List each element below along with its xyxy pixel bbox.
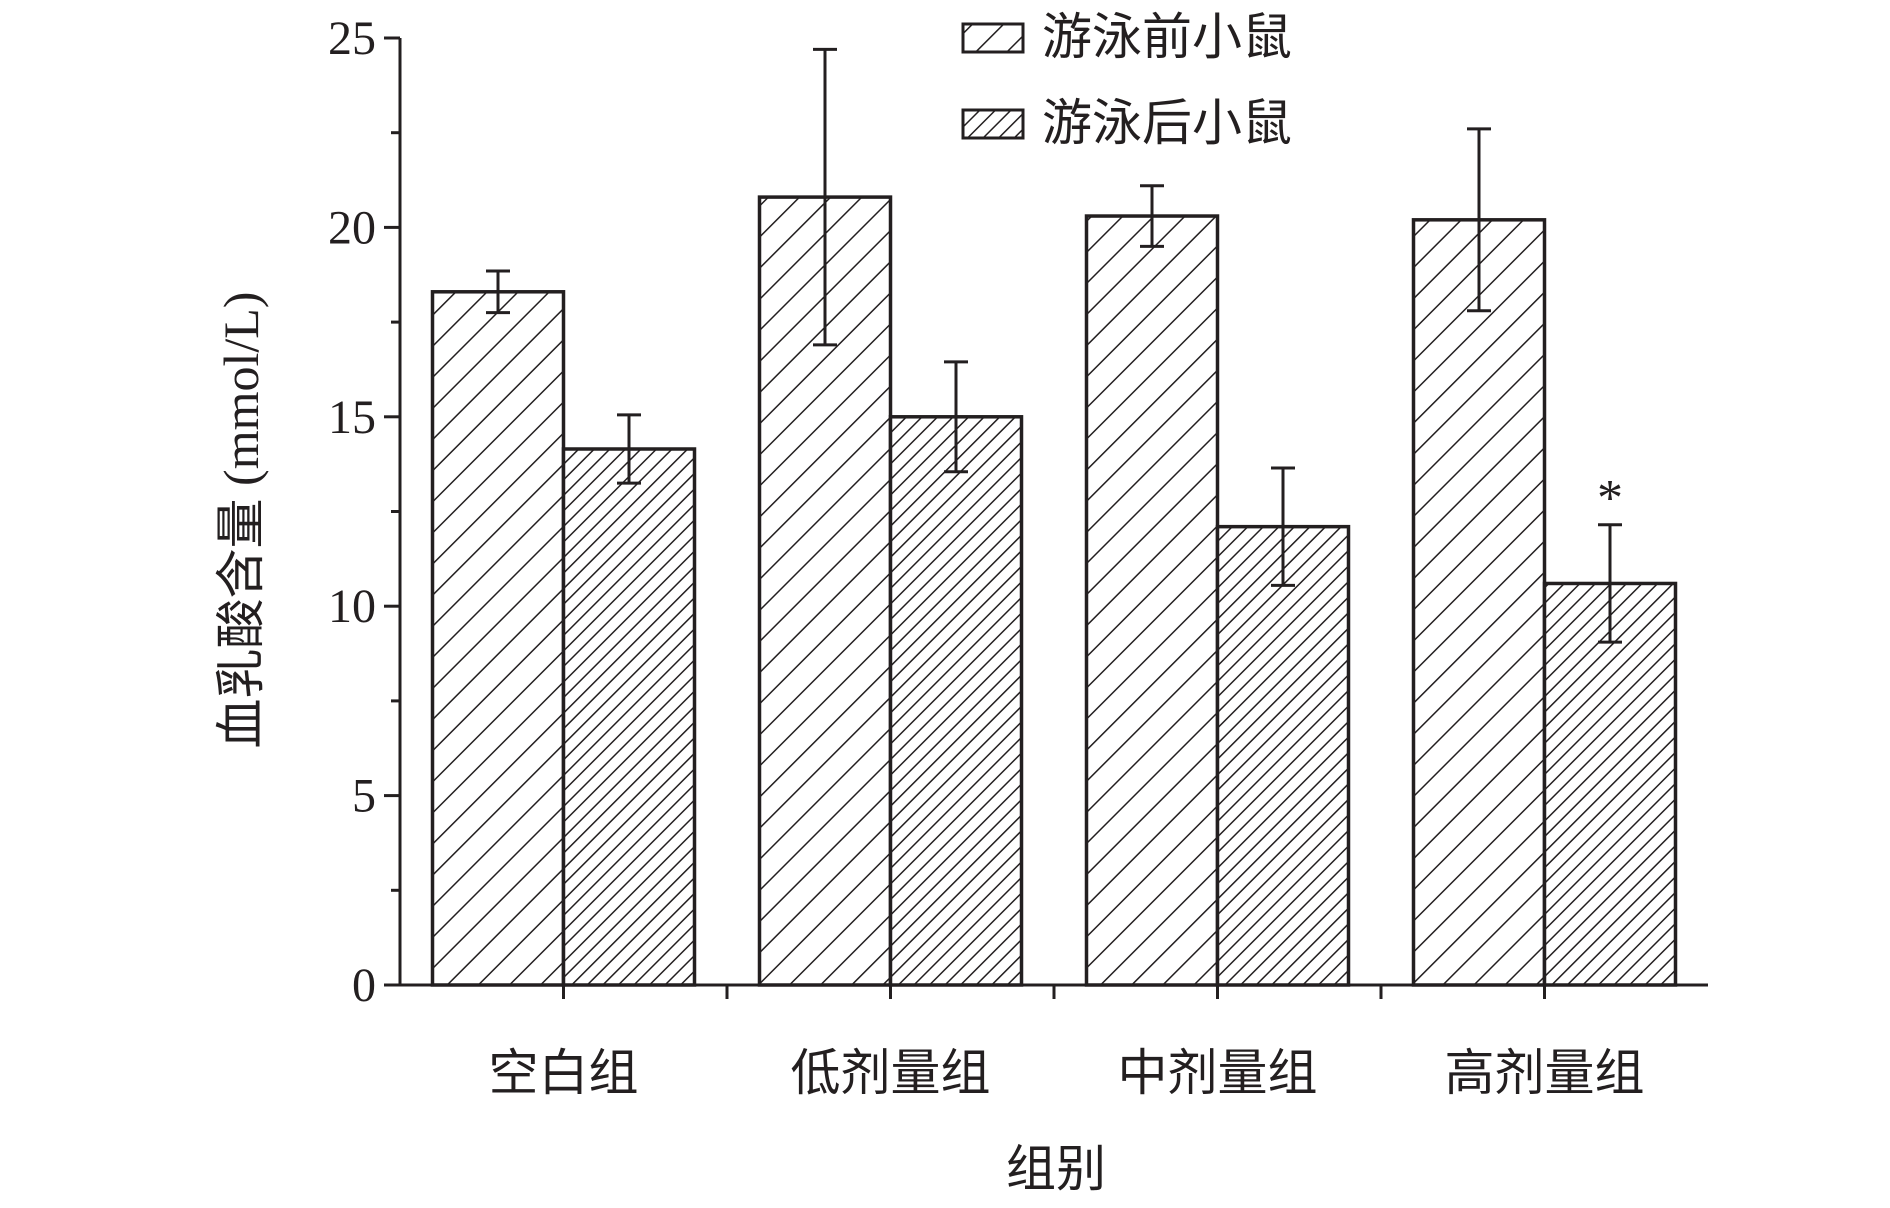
y-tick-label: 0: [352, 959, 376, 1012]
y-tick-label: 25: [328, 12, 376, 65]
legend-label: 游泳前小鼠: [1042, 9, 1292, 65]
bar: [1542, 581, 1678, 987]
y-tick-label: 20: [328, 201, 376, 254]
bar: [1215, 524, 1351, 987]
legend-swatch: [961, 22, 1025, 54]
x-category-label: 低剂量组: [791, 1045, 991, 1101]
y-tick-label: 10: [328, 580, 376, 633]
x-category-label: 高剂量组: [1445, 1045, 1645, 1101]
bar: [561, 447, 697, 987]
legend-label: 游泳后小鼠: [1042, 95, 1292, 151]
annotations-group: *: [1597, 470, 1623, 527]
y-tick-label: 15: [328, 391, 376, 444]
y-tick-label: 5: [352, 770, 376, 823]
x-axis: 空白组 低剂量组 中剂量组 高剂量组: [400, 983, 1708, 1101]
bar: [430, 290, 566, 987]
legend-swatch: [961, 108, 1025, 140]
x-category-label: 空白组: [489, 1045, 639, 1101]
bar: [888, 415, 1024, 987]
x-category-label: 中剂量组: [1118, 1045, 1318, 1101]
bar: [1084, 214, 1220, 987]
y-axis: 0 5 10 15 20 25: [328, 12, 402, 1012]
significance-marker: *: [1597, 470, 1623, 527]
error-bars-group: [486, 47, 1622, 644]
bars-group: [430, 195, 1678, 987]
x-axis-title: 组别: [1006, 1141, 1106, 1197]
bar: [1411, 218, 1547, 987]
y-axis-title: 血乳酸含量 (mmol/L): [213, 292, 269, 749]
